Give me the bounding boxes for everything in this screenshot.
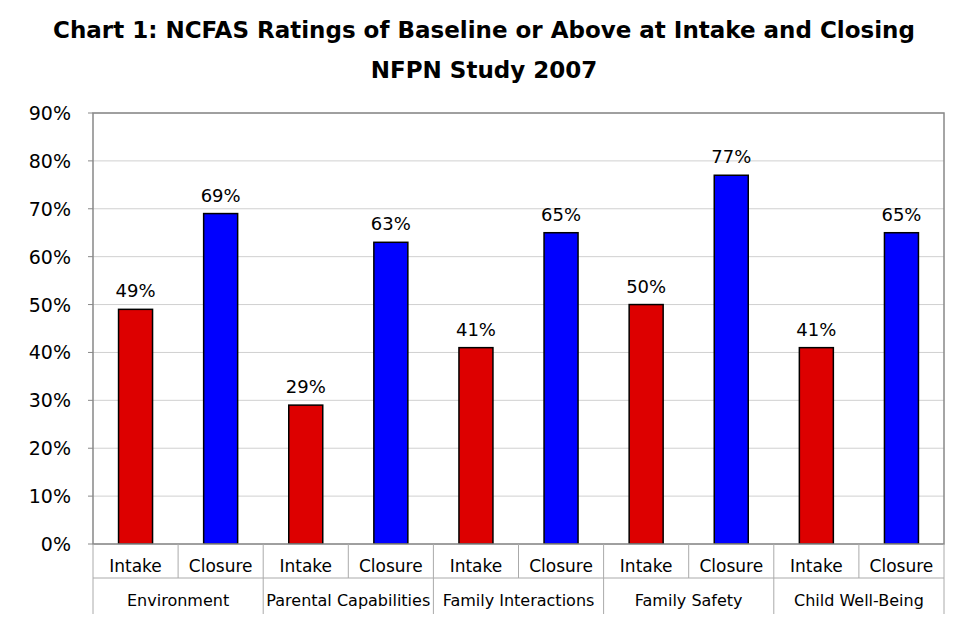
axis-divider (603, 544, 604, 614)
subtitle: NFPN Study 2007 (371, 57, 598, 83)
data-label: 77% (711, 146, 751, 167)
y-tick-label: 40% (29, 341, 71, 363)
x-axis (93, 544, 944, 614)
axis-divider (178, 544, 179, 578)
bar (799, 348, 833, 544)
data-label: 65% (881, 204, 921, 225)
data-label: 29% (286, 376, 326, 397)
axis-divider (518, 544, 519, 578)
x-sub-label: Intake (790, 556, 843, 576)
x-sub-label: Intake (109, 556, 162, 576)
bar (119, 309, 153, 544)
data-label: 41% (796, 319, 836, 340)
title: Chart 1: NCFAS Ratings of Baseline or Ab… (53, 17, 915, 43)
y-tick-label: 70% (29, 198, 71, 220)
x-tick-label: Environment (127, 591, 229, 610)
grid (88, 113, 944, 544)
y-tick-label: 80% (29, 150, 71, 172)
y-tick-label: 60% (29, 246, 71, 268)
axis-divider (944, 544, 945, 614)
bar (629, 305, 663, 544)
plot-frame (93, 113, 944, 544)
x-tick-label: Family Safety (635, 591, 743, 610)
data-label: 65% (541, 204, 581, 225)
x-tick-label: Parental Capabilities (266, 591, 430, 610)
chart: Chart 1: NCFAS Ratings of Baseline or Ab… (0, 0, 968, 631)
x-sub-label: Intake (279, 556, 332, 576)
axis-divider (688, 544, 689, 578)
axis-divider (773, 544, 774, 614)
x-sub-label: Intake (450, 556, 503, 576)
data-label: 41% (456, 319, 496, 340)
axis-divider (348, 544, 349, 578)
y-tick-label: 50% (29, 294, 71, 316)
axis-divider (858, 544, 859, 578)
data-labels: 49% 69% 29% 63% 41% 65% 50% 77% 41% 65% (116, 146, 922, 397)
data-label: 69% (201, 185, 241, 206)
grid-line (93, 208, 944, 209)
x-sub-label: Closure (359, 556, 423, 576)
bar (884, 233, 918, 544)
axis-divider (93, 578, 944, 579)
x-sub-label: Intake (620, 556, 673, 576)
bar (204, 214, 238, 544)
axis-divider (433, 544, 434, 614)
bar (714, 175, 748, 544)
data-label: 49% (116, 280, 156, 301)
x-tick-label: Child Well-Being (794, 591, 924, 610)
x-sub-label: Closure (699, 556, 763, 576)
bars (119, 175, 919, 544)
grid-line (93, 160, 944, 161)
axis-divider (263, 544, 264, 614)
y-tick-label: 20% (29, 437, 71, 459)
bar (459, 348, 493, 544)
y-tick-label: 10% (29, 485, 71, 507)
bar (289, 405, 323, 544)
x-sub-label: Closure (189, 556, 253, 576)
bar (544, 233, 578, 544)
y-tick-label: 90% (29, 102, 71, 124)
data-label: 50% (626, 276, 666, 297)
data-label: 63% (371, 213, 411, 234)
x-sub-label: Closure (529, 556, 593, 576)
axis-divider (93, 544, 94, 614)
y-tick-label: 30% (29, 389, 71, 411)
bar (374, 242, 408, 544)
y-tick-label: 0% (41, 533, 71, 555)
x-sub-label: Closure (870, 556, 934, 576)
x-tick-label: Family Interactions (443, 591, 595, 610)
